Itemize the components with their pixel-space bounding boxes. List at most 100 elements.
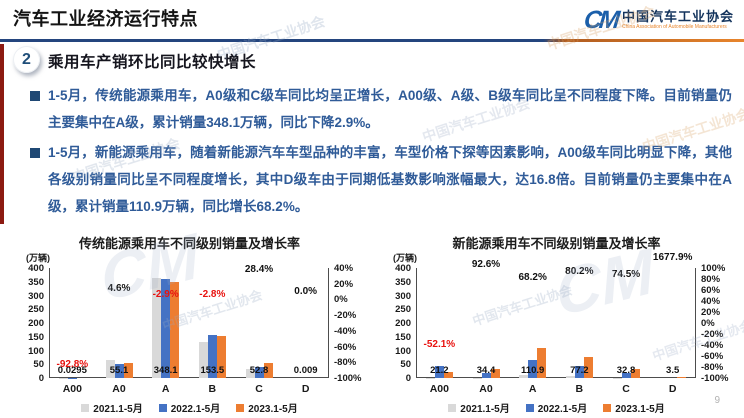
plot-area <box>49 268 329 378</box>
growth-rate-label: 4.6% <box>107 282 131 294</box>
bar-2023.1-5月-A <box>537 347 547 378</box>
y-axis-tick-label: 400 <box>395 263 411 274</box>
secondary-axis-tick-label: -80% <box>334 357 357 369</box>
y-axis-tick-label: 250 <box>28 304 44 316</box>
y-axis-tick-label: 300 <box>395 290 411 302</box>
bullet-item-1: 1-5月，传统能源乘用车，A0级和C级车同比均呈正增长，A00级、A级、B级车同… <box>30 82 732 136</box>
bar-value-label: 21.2 <box>430 365 449 376</box>
x-axis-label: A00 <box>429 383 449 395</box>
org-name-en: China Association of Automobile Manufact… <box>621 24 727 31</box>
bar-2023.1-5月-A00 <box>443 372 453 378</box>
org-name-cn: 中国汽车工业协会 <box>621 9 734 25</box>
org-logo: CM 中国汽车工业协会 China Association of Automob… <box>582 6 734 34</box>
secondary-axis-tick-label: -100% <box>334 373 362 384</box>
plot-area <box>416 268 696 378</box>
x-axis-label: D <box>301 383 310 395</box>
legend-item: 2021.1-5月 <box>448 400 510 415</box>
bar-2022.1-5月-A00 <box>434 365 444 378</box>
secondary-axis-tick-label: -20% <box>334 310 357 322</box>
y-axis-tick-label: 200 <box>395 318 411 329</box>
header-divider <box>0 39 744 42</box>
secondary-axis-tick-label: 20% <box>701 307 721 318</box>
y-axis-tick-label: 100 <box>395 345 411 357</box>
y-axis-tick-label: 350 <box>28 276 44 288</box>
legend-label: 2023.1-5月 <box>248 404 298 415</box>
bar-value-label: 32.8 <box>616 365 636 376</box>
secondary-axis-tick-label: -60% <box>334 341 357 353</box>
x-axis-label: A0 <box>479 383 493 395</box>
bar-2022.1-5月-B <box>207 334 217 378</box>
growth-rate-label: 92.6% <box>471 259 501 271</box>
bar-2023.1-5月-A <box>170 282 180 378</box>
secondary-axis-tick-label: 40% <box>701 296 721 307</box>
x-axis-label: A <box>161 383 170 395</box>
bullet-text-2: 1-5月，新能源乘用车，随着新能源汽车车型品种的丰富，车型价格下探等因素影响，A… <box>48 145 732 214</box>
bar-value-label: 110.9 <box>521 365 545 376</box>
bar-value-label: 34.4 <box>476 365 496 376</box>
bar-value-label: 77.2 <box>570 365 589 376</box>
bar-2022.1-5月-A0 <box>481 373 491 378</box>
charts-row: 传统能源乘用车不同级别销量及增长率 (万辆) 400 350 300 250 200 15… <box>10 232 736 418</box>
bar-2023.1-5月-C <box>263 363 273 378</box>
bar-2023.1-5月-B <box>583 356 593 378</box>
legend-item: 2023.1-5月 <box>236 400 298 415</box>
bullet-item-2: 1-5月，新能源乘用车，随着新能源汽车车型品种的丰富，车型价格下探等因素影响，A… <box>30 139 732 220</box>
legend-label: 2022.1-5月 <box>170 404 221 415</box>
y-axis-tick-label: 150 <box>395 331 411 343</box>
legend-label: 2023.1-5月 <box>615 404 665 415</box>
bar-value-label: 0.0295 <box>57 365 87 376</box>
bullet-square-icon <box>30 91 40 101</box>
secondary-axis-tick-label: 40% <box>334 263 354 274</box>
legend-swatch <box>236 403 245 412</box>
legend-swatch <box>81 403 90 412</box>
x-axis-label: C <box>255 383 263 395</box>
chart-title: 新能源乘用车不同级别销量及增长率 <box>452 236 661 251</box>
secondary-axis-tick-label: 60% <box>701 285 721 296</box>
legend-swatch <box>603 403 612 412</box>
y-axis-tick-label: 100 <box>28 345 44 357</box>
bar-value-label: 52.8 <box>249 365 269 376</box>
growth-rate-label: 0.0% <box>294 286 318 298</box>
x-axis-label: A00 <box>62 383 82 395</box>
legend-item: 2022.1-5月 <box>525 400 587 415</box>
legend-swatch <box>448 403 457 412</box>
caam-logo-icon: CM <box>582 6 619 34</box>
growth-rate-label: -52.1% <box>423 338 456 350</box>
y-axis-tick-label: 300 <box>28 290 44 302</box>
page-number: 9 <box>714 395 720 406</box>
growth-rate-label: 80.2% <box>565 265 594 277</box>
y-axis-tick-label: 0 <box>38 373 44 384</box>
secondary-axis-tick-label: 0% <box>334 294 348 306</box>
growth-rate-label: 28.4% <box>244 264 274 276</box>
y-axis-tick-label: 200 <box>28 318 44 329</box>
page-title: 汽车工业经济运行特点 <box>13 9 198 29</box>
bullet-square-icon <box>30 148 40 158</box>
bar-value-label: 3.5 <box>666 365 680 376</box>
secondary-axis-tick-label: -20% <box>701 329 724 340</box>
bar-2023.1-5月-D <box>677 377 687 378</box>
legend-swatch <box>158 403 167 412</box>
growth-rate-label: 74.5% <box>611 269 641 281</box>
chart-legend: 2021.1-5月 2022.1-5月 2023.1-5月 <box>10 400 369 415</box>
bar-value-label: 153.5 <box>200 365 225 376</box>
y-axis-tick-label: 50 <box>33 359 44 371</box>
secondary-axis-tick-label: 80% <box>701 274 721 285</box>
y-axis-tick-label: 250 <box>395 304 411 316</box>
legend-label: 2021.1-5月 <box>93 404 143 415</box>
y-axis-tick-label: 0 <box>405 373 411 384</box>
x-axis-label: D <box>668 383 677 395</box>
bar-2021.1-5月-C <box>245 368 255 378</box>
chart-legend: 2021.1-5月 2022.1-5月 2023.1-5月 <box>377 400 736 415</box>
secondary-axis-tick-label: -80% <box>701 362 724 373</box>
legend-item: 2022.1-5月 <box>158 400 221 415</box>
legend-item: 2021.1-5月 <box>81 400 143 415</box>
org-logo-text: 中国汽车工业协会 China Association of Automobile… <box>621 9 734 31</box>
bar-2021.1-5月-A <box>152 278 162 378</box>
bar-2022.1-5月-A0 <box>114 363 124 378</box>
axis-unit-label: (万辆) <box>26 253 50 263</box>
bar-2022.1-5月-B <box>574 366 584 378</box>
secondary-axis-tick-label: 100% <box>701 263 726 274</box>
section-title: 乘用车产销环比同比较快增长 <box>48 54 257 71</box>
x-axis-label: A0 <box>112 383 126 395</box>
